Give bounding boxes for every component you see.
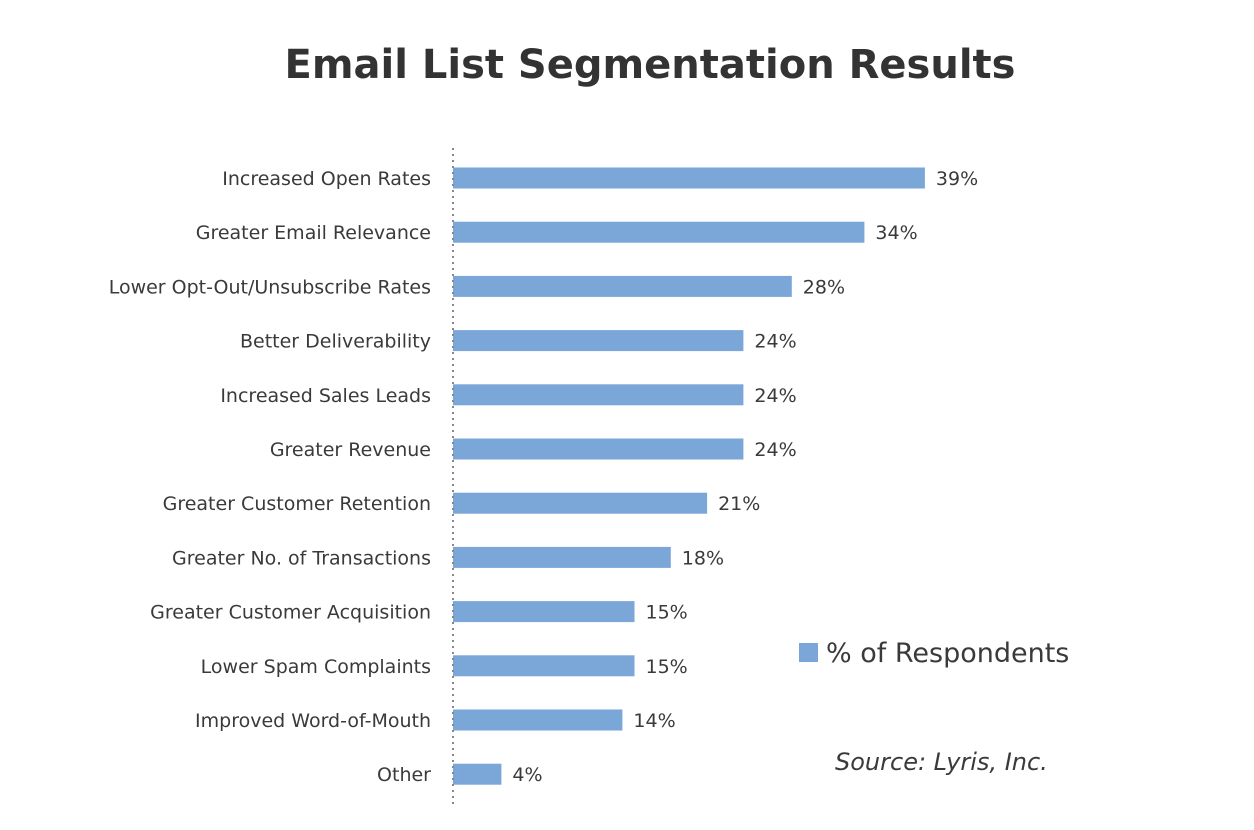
- source-note: Source: Lyris, Inc.: [835, 748, 1048, 776]
- category-label-9: Lower Spam Complaints: [201, 656, 431, 678]
- value-label-7: 18%: [682, 547, 724, 569]
- category-label-1: Greater Email Relevance: [196, 222, 431, 244]
- value-label-10: 14%: [633, 710, 675, 732]
- bar-4: [453, 384, 744, 406]
- chart-title: Email List Segmentation Results: [285, 42, 1016, 88]
- bar-9: [453, 655, 635, 677]
- bar-0: [453, 167, 925, 189]
- category-label-0: Increased Open Rates: [222, 168, 431, 190]
- value-label-9: 15%: [646, 656, 688, 678]
- category-labels: Increased Open Rates Greater Email Releva…: [109, 168, 431, 786]
- bar-11: [453, 763, 502, 785]
- category-label-7: Greater No. of Transactions: [172, 547, 431, 569]
- value-label-2: 28%: [803, 276, 845, 298]
- value-label-1: 34%: [875, 222, 917, 244]
- category-label-6: Greater Customer Retention: [163, 493, 431, 515]
- value-label-11: 4%: [512, 764, 542, 786]
- value-label-8: 15%: [646, 602, 688, 624]
- legend-swatch: [799, 643, 818, 662]
- category-label-5: Greater Revenue: [270, 439, 431, 461]
- category-label-10: Improved Word-of-Mouth: [195, 710, 431, 732]
- value-label-3: 24%: [754, 331, 796, 353]
- legend-label: % of Respondents: [826, 638, 1069, 669]
- bar-6: [453, 492, 708, 514]
- bar-7: [453, 546, 671, 568]
- value-label-4: 24%: [754, 385, 796, 407]
- legend: % of Respondents: [799, 638, 1069, 669]
- bar-8: [453, 601, 635, 623]
- category-label-8: Greater Customer Acquisition: [150, 602, 431, 624]
- category-label-2: Lower Opt-Out/Unsubscribe Rates: [109, 276, 431, 298]
- bar-5: [453, 438, 744, 460]
- value-label-6: 21%: [718, 493, 760, 515]
- value-labels: 39% 34% 28% 24% 24% 24% 21% 18% 15% 15% 14% 4%: [512, 168, 978, 786]
- category-label-4: Increased Sales Leads: [220, 385, 431, 407]
- value-label-0: 39%: [936, 168, 978, 190]
- bar-3: [453, 330, 744, 352]
- value-label-5: 24%: [754, 439, 796, 461]
- bar-1: [453, 221, 865, 243]
- category-label-11: Other: [377, 764, 431, 786]
- bars-layer: [453, 167, 925, 785]
- bar-10: [453, 709, 623, 731]
- category-label-3: Better Deliverability: [240, 331, 431, 353]
- bar-2: [453, 275, 792, 297]
